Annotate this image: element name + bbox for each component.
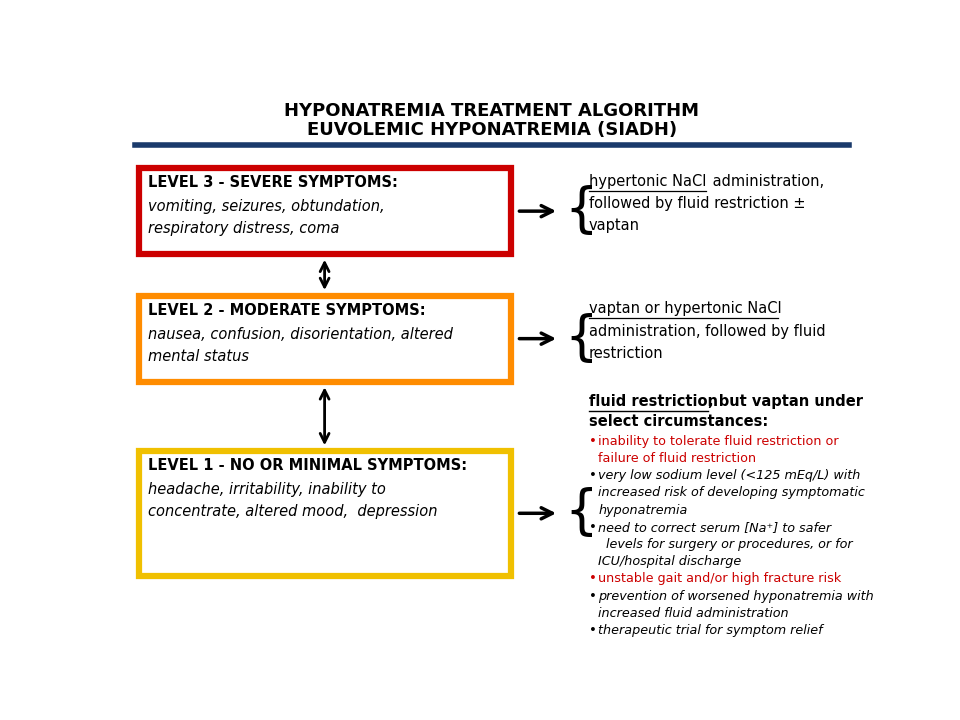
Text: hypertonic NaCl: hypertonic NaCl <box>588 174 707 189</box>
Text: •: • <box>588 624 596 637</box>
Text: unstable gait and/or high fracture risk: unstable gait and/or high fracture risk <box>598 572 842 585</box>
Text: {: { <box>564 487 598 539</box>
Text: administration, followed by fluid: administration, followed by fluid <box>588 324 826 338</box>
Text: •: • <box>588 572 596 585</box>
FancyBboxPatch shape <box>138 168 511 254</box>
Text: increased fluid administration: increased fluid administration <box>598 607 789 620</box>
Text: fluid restriction: fluid restriction <box>588 394 718 409</box>
Text: administration,: administration, <box>708 174 824 189</box>
Text: LEVEL 2 - MODERATE SYMPTOMS:: LEVEL 2 - MODERATE SYMPTOMS: <box>148 303 426 318</box>
FancyBboxPatch shape <box>138 451 511 576</box>
Text: respiratory distress, coma: respiratory distress, coma <box>148 221 340 236</box>
Text: failure of fluid restriction: failure of fluid restriction <box>598 452 756 465</box>
Text: •: • <box>588 435 596 448</box>
Text: {: { <box>564 185 598 237</box>
Text: very low sodium level (<125 mEq/L) with: very low sodium level (<125 mEq/L) with <box>598 469 861 482</box>
Text: nausea, confusion, disorientation, altered: nausea, confusion, disorientation, alter… <box>148 327 453 342</box>
Text: vaptan: vaptan <box>588 218 639 233</box>
Text: •: • <box>588 590 596 603</box>
Text: prevention of worsened hyponatremia with: prevention of worsened hyponatremia with <box>598 590 875 603</box>
Text: followed by fluid restriction ±: followed by fluid restriction ± <box>588 196 805 211</box>
Text: •: • <box>588 521 596 534</box>
Text: mental status: mental status <box>148 349 250 364</box>
Text: LEVEL 3 - SEVERE SYMPTOMS:: LEVEL 3 - SEVERE SYMPTOMS: <box>148 176 398 190</box>
Text: ICU/hospital discharge: ICU/hospital discharge <box>598 555 742 568</box>
Text: hyponatremia: hyponatremia <box>598 503 687 517</box>
Text: therapeutic trial for symptom relief: therapeutic trial for symptom relief <box>598 624 823 637</box>
Text: select circumstances:: select circumstances: <box>588 414 768 429</box>
Text: HYPONATREMIA TREATMENT ALGORITHM: HYPONATREMIA TREATMENT ALGORITHM <box>284 102 700 120</box>
Text: EUVOLEMIC HYPONATREMIA (SIADH): EUVOLEMIC HYPONATREMIA (SIADH) <box>307 121 677 139</box>
Text: LEVEL 1 - NO OR MINIMAL SYMPTOMS:: LEVEL 1 - NO OR MINIMAL SYMPTOMS: <box>148 458 468 473</box>
Text: restriction: restriction <box>588 346 663 361</box>
Text: {: { <box>564 312 598 364</box>
Text: need to correct serum [Na⁺] to safer: need to correct serum [Na⁺] to safer <box>598 521 831 534</box>
Text: levels for surgery or procedures, or for: levels for surgery or procedures, or for <box>598 538 853 551</box>
Text: increased risk of developing symptomatic: increased risk of developing symptomatic <box>598 487 865 500</box>
Text: concentrate, altered mood,  depression: concentrate, altered mood, depression <box>148 504 438 519</box>
Text: vomiting, seizures, obtundation,: vomiting, seizures, obtundation, <box>148 199 385 215</box>
FancyBboxPatch shape <box>138 296 511 382</box>
Text: •: • <box>588 469 596 482</box>
Text: inability to tolerate fluid restriction or: inability to tolerate fluid restriction … <box>598 435 839 448</box>
Text: headache, irritability, inability to: headache, irritability, inability to <box>148 482 386 497</box>
Text: vaptan or hypertonic NaCl: vaptan or hypertonic NaCl <box>588 302 781 317</box>
Text: , but vaptan under: , but vaptan under <box>708 394 863 409</box>
